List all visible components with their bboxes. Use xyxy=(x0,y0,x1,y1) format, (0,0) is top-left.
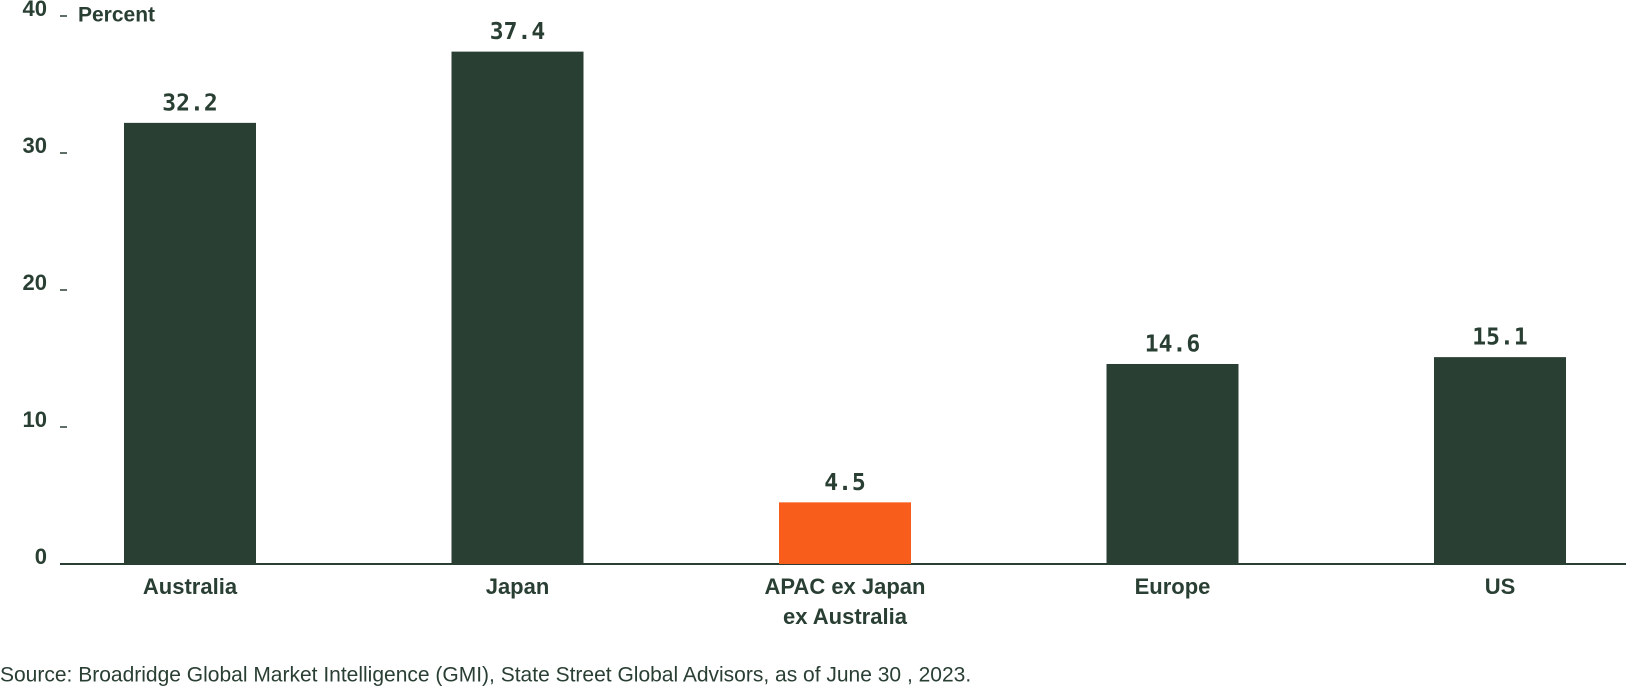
y-axis-label: Percent xyxy=(78,4,155,27)
bar xyxy=(124,122,256,565)
x-tick-label: Australia xyxy=(143,574,238,599)
x-tick-label: US xyxy=(1485,574,1516,599)
y-tick-label: 40 xyxy=(23,0,47,21)
x-tick-label: APAC ex Japan ex Australia xyxy=(765,574,926,629)
bar xyxy=(779,502,911,564)
source-note: Source: Broadridge Global Market Intelli… xyxy=(0,664,971,687)
x-tick-label: Japan xyxy=(486,574,550,599)
y-tick-label: 30 xyxy=(23,133,47,158)
value-label: 37.4 xyxy=(490,19,545,45)
value-label: 14.6 xyxy=(1145,331,1200,357)
bar xyxy=(1106,363,1239,564)
x-tick-label: Europe xyxy=(1135,574,1211,599)
y-tick-label: 0 xyxy=(35,544,47,569)
value-label: 15.1 xyxy=(1472,325,1527,351)
y-tick-label: 10 xyxy=(23,407,47,432)
y-tick-label: 20 xyxy=(23,270,47,295)
value-label: 32.2 xyxy=(162,90,217,116)
bar xyxy=(451,51,584,565)
value-label: 4.5 xyxy=(824,470,866,496)
bar xyxy=(1434,357,1566,564)
